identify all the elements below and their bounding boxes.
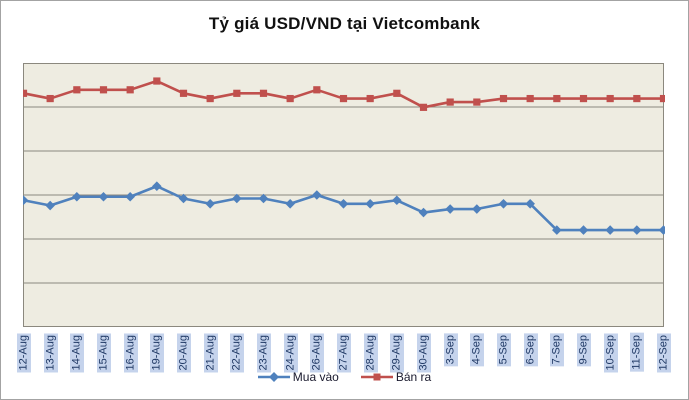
x-axis-label-text: 5-Sep: [497, 333, 511, 367]
x-axis-label-text: 12-Aug: [17, 333, 31, 373]
data-point-marker: [312, 190, 322, 200]
data-point-marker: [392, 195, 402, 206]
data-point-marker: [605, 225, 615, 235]
data-point-marker: [98, 191, 109, 202]
x-axis-label-text: 16-Aug: [123, 333, 138, 373]
data-point-marker: [125, 191, 135, 202]
data-point-marker: [633, 94, 641, 103]
data-point-marker: [73, 86, 81, 94]
data-point-marker: [286, 94, 294, 103]
x-axis-label-text: 4-Sep: [470, 333, 485, 367]
data-point-marker: [393, 89, 401, 97]
data-point-marker: [233, 89, 241, 97]
data-point-marker: [72, 191, 82, 202]
legend-label: Mua vào: [292, 370, 339, 384]
data-point-marker: [606, 94, 614, 103]
legend-item-ban-ra: Bán ra: [360, 370, 432, 384]
x-axis-label-text: 10-Sep: [603, 333, 618, 373]
data-point-marker: [258, 193, 269, 204]
data-point-marker: [365, 198, 375, 209]
data-point-marker: [472, 204, 482, 214]
data-point-marker: [126, 86, 134, 94]
data-point-marker: [45, 200, 55, 211]
legend-label: Bán ra: [395, 370, 432, 384]
x-axis-label: 9-Sep: [577, 333, 591, 371]
x-axis-label: 4-Sep: [470, 333, 485, 371]
data-point-marker: [313, 86, 321, 94]
data-point-marker: [205, 198, 215, 209]
data-point-marker: [152, 181, 162, 192]
data-point-marker: [579, 94, 588, 103]
x-axis-label-text: 9-Sep: [577, 333, 591, 367]
x-axis-label-text: 13-Aug: [43, 333, 58, 373]
data-point-marker: [525, 198, 535, 209]
x-axis-label-text: 27-Aug: [337, 333, 351, 373]
plot-area: [23, 63, 665, 328]
data-point-marker: [366, 94, 374, 103]
x-axis-label-text: 15-Aug: [97, 333, 111, 373]
x-axis-label-text: 28-Aug: [363, 333, 378, 373]
x-axis-label-text: 23-Aug: [257, 333, 271, 373]
data-point-marker: [418, 207, 429, 218]
data-point-marker: [473, 98, 481, 106]
legend-item-mua-vao: Mua vào: [257, 370, 339, 384]
data-point-marker: [179, 89, 188, 97]
x-axis-label-text: 20-Aug: [177, 333, 191, 373]
data-point-marker: [445, 204, 455, 214]
data-point-marker: [499, 94, 508, 103]
x-axis-label-text: 24-Aug: [283, 333, 298, 373]
data-point-marker: [659, 94, 665, 103]
x-axis-label-text: 12-Sep: [657, 333, 671, 373]
x-axis-label-text: 6-Sep: [523, 333, 538, 367]
data-point-marker: [23, 89, 28, 97]
x-axis-label-text: 22-Aug: [230, 333, 245, 373]
data-point-marker: [552, 225, 562, 235]
x-axis-label-text: 29-Aug: [390, 333, 405, 373]
x-axis-label: 5-Sep: [497, 333, 511, 371]
data-point-marker: [99, 86, 108, 94]
data-point-marker: [498, 198, 509, 209]
chart-title: Tỷ giá USD/VND tại Vietcombank: [208, 14, 481, 33]
data-point-marker: [632, 225, 642, 235]
data-point-marker: [153, 77, 161, 85]
legend: Mua vào Bán ra: [1, 370, 688, 384]
square-marker-icon: [360, 373, 393, 381]
data-point-marker: [339, 94, 348, 103]
data-point-marker: [446, 98, 454, 106]
x-axis-label-text: 30-Aug: [417, 333, 431, 373]
x-axis-label-text: 21-Aug: [203, 333, 218, 373]
x-axis-label: 6-Sep: [523, 333, 538, 371]
x-axis-label-text: 14-Aug: [70, 333, 85, 373]
data-point-marker: [553, 94, 561, 103]
plot-canvas: [23, 63, 665, 327]
data-point-marker: [178, 193, 189, 204]
x-axis-label-text: 7-Sep: [550, 333, 565, 367]
x-axis-label-text: 11-Sep: [630, 333, 645, 372]
data-point-marker: [338, 198, 349, 209]
data-point-marker: [658, 225, 665, 235]
x-axis-label-text: 26-Aug: [310, 333, 325, 373]
data-point-marker: [285, 198, 295, 209]
x-axis-label: 3-Sep: [443, 333, 458, 371]
data-point-marker: [23, 195, 29, 206]
data-point-marker: [578, 225, 589, 235]
data-point-marker: [206, 94, 214, 103]
x-axis-label: 7-Sep: [550, 333, 565, 371]
data-point-marker: [232, 193, 242, 204]
data-point-marker: [259, 89, 268, 97]
x-axis-label-text: 19-Aug: [150, 333, 165, 373]
x-axis-label-text: 3-Sep: [443, 333, 458, 367]
data-point-marker: [46, 94, 54, 103]
data-point-marker: [526, 94, 534, 103]
data-point-marker: [419, 103, 428, 111]
diamond-marker-icon: [257, 372, 290, 382]
